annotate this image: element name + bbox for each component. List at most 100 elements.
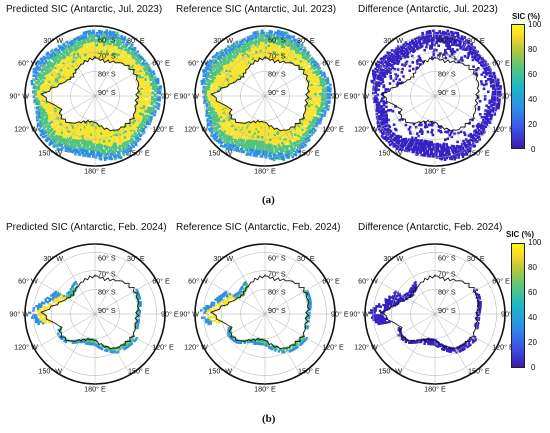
ice-cell (39, 96, 43, 99)
ice-cell (379, 125, 382, 129)
ice-cell (81, 121, 85, 125)
ice-cell (422, 142, 426, 145)
ice-cell (142, 88, 146, 91)
ice-cell (397, 47, 401, 51)
ice-cell (222, 145, 226, 148)
ice-cell (61, 133, 64, 137)
ice-cell (281, 45, 284, 48)
ice-cell (138, 137, 142, 141)
ice-cell (139, 108, 143, 112)
ice-cell (400, 48, 404, 51)
ice-cell (263, 48, 266, 52)
ice-cell (248, 141, 252, 145)
ice-cell (153, 113, 156, 117)
ice-cell (210, 127, 214, 131)
ice-cell (463, 48, 467, 51)
ice-cell (411, 143, 414, 146)
ice-cell (223, 61, 227, 65)
ice-cell (233, 132, 236, 135)
ice-cell (268, 152, 272, 155)
ice-cell (53, 52, 57, 56)
ice-cell (387, 67, 390, 70)
ice-cell (56, 109, 59, 112)
ice-cell (103, 158, 107, 161)
ice-cell (57, 82, 61, 85)
ice-cell (265, 46, 268, 49)
ice-cell (110, 348, 113, 352)
ice-cell (124, 43, 127, 47)
ice-cell (70, 71, 73, 74)
ice-cell (309, 71, 313, 74)
ice-cell (385, 105, 388, 109)
ice-cell (250, 130, 254, 133)
ice-cell (489, 108, 492, 112)
ice-cell (47, 83, 50, 86)
ice-cell (498, 100, 501, 104)
ice-cell (204, 69, 208, 73)
ice-cell (278, 131, 282, 134)
ice-cell (265, 132, 269, 135)
ice-cell (382, 96, 385, 99)
ice-cell (274, 46, 277, 50)
longitude-label: 150° E (468, 149, 490, 158)
ice-cell (34, 320, 38, 324)
ice-cell (224, 116, 227, 119)
ice-cell (324, 80, 328, 84)
ice-cell (40, 311, 43, 315)
ice-cell (52, 123, 56, 126)
ice-cell (389, 139, 393, 143)
ice-cell (46, 55, 49, 59)
ice-cell (268, 138, 272, 142)
ice-cell (282, 130, 286, 133)
ice-cell (61, 119, 65, 122)
ice-cell (85, 130, 88, 133)
ice-cell (252, 126, 256, 129)
ice-cell (234, 136, 238, 139)
ice-cell (283, 130, 287, 133)
ice-cell (399, 144, 402, 147)
ice-cell (398, 139, 402, 143)
ice-cell (385, 139, 388, 142)
latitude-label: 90° S (268, 88, 286, 97)
ice-cell (417, 123, 421, 127)
ice-cell (58, 75, 62, 79)
ice-cell (312, 65, 315, 69)
ice-cell (248, 137, 251, 140)
ice-cell (118, 136, 122, 139)
ice-cell (286, 51, 290, 54)
ice-cell (287, 46, 291, 50)
ice-cell (131, 338, 134, 341)
ice-cell (319, 92, 322, 96)
ice-cell (415, 66, 419, 70)
ice-cell (56, 113, 59, 116)
ice-cell (41, 309, 44, 313)
ice-cell (219, 86, 223, 89)
ice-cell (112, 142, 116, 146)
ice-cell (388, 82, 392, 85)
ice-cell (468, 47, 471, 50)
ice-cell (402, 46, 405, 49)
ice-cell (47, 107, 50, 110)
ice-cell (141, 110, 145, 114)
ice-cell (58, 115, 62, 119)
ice-cell (77, 35, 81, 39)
ice-cell (430, 140, 433, 144)
ice-cell (101, 55, 104, 59)
ice-cell (327, 105, 331, 108)
ice-cell (328, 96, 331, 100)
ice-cell (145, 66, 148, 70)
ice-cell (103, 149, 106, 153)
ice-cell (475, 52, 478, 56)
ice-cell (210, 70, 214, 73)
ice-cell (48, 135, 51, 139)
ice-cell (129, 149, 133, 152)
ice-cell (151, 95, 154, 99)
ice-cell (481, 57, 484, 61)
ice-cell (157, 107, 160, 110)
ice-cell (66, 144, 69, 148)
ice-cell (460, 149, 463, 152)
ice-cell (106, 152, 109, 156)
ice-cell (59, 135, 63, 139)
ice-cell (40, 103, 43, 106)
